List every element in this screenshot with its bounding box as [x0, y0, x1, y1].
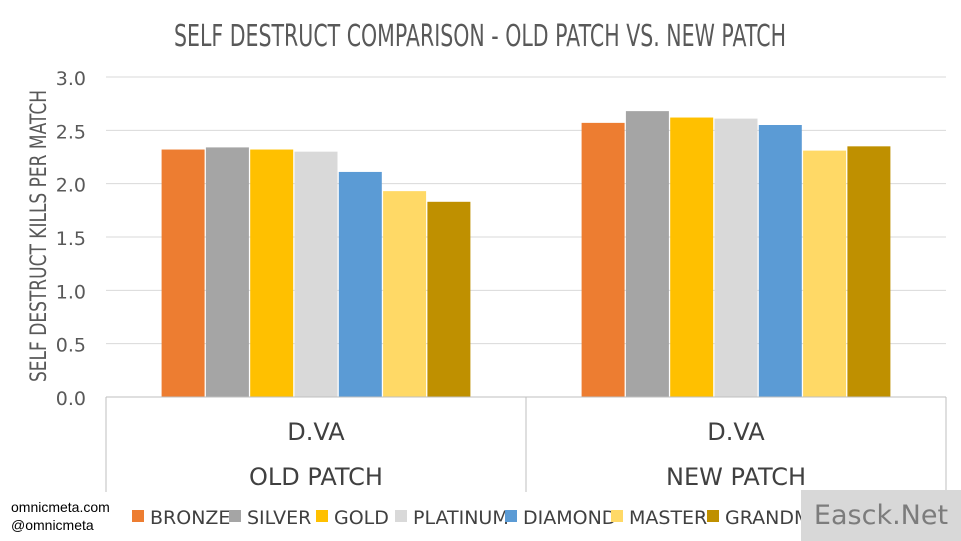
bar-gold-1: [250, 149, 294, 397]
y-axis-label: SELF DESTRUCT KILLS PER MATCH: [27, 90, 52, 382]
bar-silver-2: [625, 111, 669, 397]
bar-bronze-2: [581, 122, 625, 397]
bar-silver-1: [205, 147, 249, 397]
legend-swatch: [395, 510, 407, 522]
y-tick-label: 1.5: [56, 228, 86, 250]
credit-handle: @omnicmeta: [11, 517, 94, 533]
x-group-label: OLD PATCH: [249, 463, 383, 491]
chart-title: SELF DESTRUCT COMPARISON - OLD PATCH VS.…: [174, 19, 786, 54]
bar-grandmas-2: [847, 146, 891, 397]
legend-swatch: [229, 510, 241, 522]
bar-diamond-2: [758, 125, 802, 397]
bar-gold-2: [670, 117, 714, 398]
x-group-label: NEW PATCH: [666, 463, 806, 491]
credits: omnicmeta.com @omnicmeta: [11, 498, 110, 534]
legend: BRONZE SILVER GOLD PLATINUM DIAMOND MASTER GRA…: [132, 507, 835, 529]
legend-swatch: [611, 510, 623, 522]
legend-swatch: [132, 510, 144, 522]
x-category-label: D.VA: [287, 418, 345, 446]
y-tick-label: 2.5: [56, 121, 86, 143]
x-category-label: D.VA: [707, 418, 765, 446]
legend-label: SILVER: [247, 507, 311, 529]
legend-swatch: [505, 510, 517, 522]
legend-swatch: [707, 510, 719, 522]
y-tick-label: 0.0: [56, 388, 86, 410]
bar-master-1: [383, 191, 427, 397]
legend-label: GRANDMAS: [725, 507, 835, 529]
legend-label: BRONZE: [150, 507, 230, 529]
bar-bronze-1: [161, 149, 205, 397]
credit-website: omnicmeta.com: [11, 499, 110, 515]
bar-platinum-1: [294, 151, 338, 397]
legend-label: DIAMOND: [523, 507, 616, 529]
bar-master-2: [803, 150, 847, 397]
legend-swatch: [316, 510, 328, 522]
y-tick-label: 1.0: [56, 281, 86, 303]
y-tick-label: 0.5: [56, 335, 86, 357]
watermark: Easck.Net: [801, 490, 961, 541]
legend-label: PLATINUM: [413, 507, 509, 529]
y-tick-label: 3.0: [56, 68, 86, 90]
legend-label: GOLD: [334, 507, 389, 529]
bar-diamond-1: [338, 171, 382, 397]
y-tick-label: 2.0: [56, 175, 86, 197]
legend-label: MASTER: [629, 507, 707, 529]
bar-grandmas-1: [427, 201, 471, 397]
bar-platinum-2: [714, 118, 758, 397]
